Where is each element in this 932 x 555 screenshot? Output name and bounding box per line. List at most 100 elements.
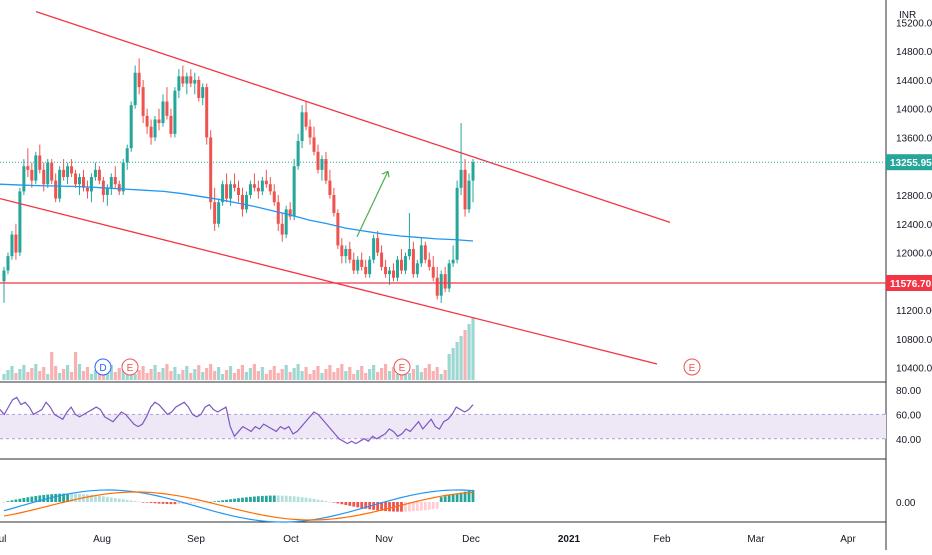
macd-histogram-bar bbox=[268, 495, 272, 502]
candle-body bbox=[292, 166, 296, 217]
candle-body bbox=[304, 112, 308, 127]
volume-bar bbox=[232, 373, 237, 380]
candle bbox=[280, 212, 284, 242]
candle bbox=[264, 169, 268, 188]
candle bbox=[42, 162, 46, 192]
candle-body bbox=[427, 259, 431, 267]
candle bbox=[193, 72, 197, 95]
macd-histogram-bar bbox=[225, 499, 228, 502]
volume-bar bbox=[161, 368, 165, 380]
candle-body bbox=[74, 173, 78, 185]
macd-histogram-bar bbox=[431, 502, 435, 510]
candle bbox=[181, 65, 185, 88]
candle bbox=[153, 115, 157, 142]
time-axis-label: Nov bbox=[375, 534, 393, 545]
macd-histogram-bar bbox=[408, 502, 411, 512]
candle-body bbox=[415, 263, 419, 275]
macd-histogram-bar bbox=[264, 495, 268, 502]
volume-bar bbox=[427, 364, 431, 380]
candle-body bbox=[157, 119, 161, 124]
candle-body bbox=[97, 169, 101, 181]
candle bbox=[113, 166, 117, 188]
macd-histogram-bar bbox=[177, 502, 181, 505]
macd-histogram-bar bbox=[356, 502, 360, 508]
volume-bar bbox=[10, 366, 14, 380]
rsi-pane bbox=[0, 396, 886, 445]
candle bbox=[201, 83, 205, 106]
candle-body bbox=[189, 76, 193, 84]
volume-bars bbox=[2, 318, 475, 380]
candles bbox=[2, 58, 475, 303]
candle bbox=[141, 79, 145, 124]
candle-body bbox=[443, 274, 447, 289]
candle-body bbox=[320, 159, 324, 170]
macd-histogram-bar bbox=[14, 499, 18, 502]
time-axis-label: Jul bbox=[0, 534, 6, 545]
price-tick-label: 15200.00 bbox=[896, 18, 932, 29]
candle-body bbox=[384, 266, 388, 275]
candle bbox=[225, 173, 229, 203]
candle-body bbox=[260, 180, 264, 192]
candle-body bbox=[169, 115, 173, 134]
candle bbox=[252, 173, 256, 192]
macd-histogram-bar bbox=[241, 497, 244, 502]
candle bbox=[459, 123, 463, 195]
macd-histogram-bar bbox=[169, 502, 173, 505]
annotation-arrow-head bbox=[381, 170, 390, 178]
candle bbox=[391, 263, 396, 282]
candle-body bbox=[121, 162, 125, 192]
volume-bar bbox=[50, 352, 54, 380]
candle bbox=[70, 159, 74, 178]
candle bbox=[403, 252, 407, 275]
candle bbox=[233, 173, 237, 192]
volume-bar bbox=[205, 368, 209, 380]
volume-bar bbox=[224, 370, 229, 380]
volume-bar bbox=[356, 370, 360, 380]
candle bbox=[260, 177, 264, 195]
rsi-tick-label: 60.00 bbox=[896, 410, 921, 421]
volume-bar bbox=[149, 369, 153, 380]
volume-bar bbox=[42, 367, 46, 380]
volume-bar bbox=[217, 367, 221, 380]
candle-body bbox=[332, 195, 336, 213]
candle-body bbox=[193, 79, 197, 84]
volume-bar bbox=[348, 367, 352, 380]
candle-body bbox=[197, 79, 201, 98]
volume-bar bbox=[368, 369, 372, 380]
macd-histogram-bar bbox=[411, 502, 415, 512]
candle-body bbox=[221, 184, 225, 203]
candle-body bbox=[50, 162, 54, 181]
candle-body bbox=[240, 195, 244, 210]
candle-body bbox=[233, 184, 237, 188]
price-tick-label: 10400.00 bbox=[896, 364, 932, 375]
macd-histogram-bar bbox=[284, 495, 288, 502]
candle bbox=[415, 259, 419, 278]
macd-histogram-bar bbox=[153, 502, 157, 504]
candle bbox=[372, 234, 376, 264]
candle-body bbox=[153, 119, 157, 138]
candle-body bbox=[467, 180, 471, 210]
upper-channel-line bbox=[35, 10, 671, 223]
candle bbox=[276, 195, 280, 231]
volume-bar bbox=[141, 366, 145, 380]
volume-bar bbox=[189, 373, 193, 380]
candle-body bbox=[431, 266, 435, 278]
candle bbox=[236, 180, 241, 203]
macd-histogram-bar bbox=[221, 500, 224, 502]
rsi-band bbox=[0, 414, 886, 439]
volume-bar bbox=[117, 368, 121, 380]
volume-bar bbox=[391, 367, 396, 380]
volume-bar bbox=[443, 370, 447, 380]
volume-bar bbox=[447, 354, 451, 380]
candle-body bbox=[10, 234, 14, 257]
volume-bar bbox=[288, 372, 292, 380]
candle bbox=[304, 101, 308, 131]
macd-histogram-bar bbox=[463, 491, 467, 502]
candle-body bbox=[380, 252, 384, 267]
macd-histogram-bar bbox=[467, 490, 471, 502]
candle-body bbox=[81, 177, 86, 188]
macd-histogram-bar bbox=[42, 494, 46, 502]
macd-histogram-bar bbox=[121, 499, 125, 502]
axes: 15200.00 14800.00 14400.00 14000.00 13600.00… bbox=[0, 18, 932, 545]
candle-body bbox=[340, 245, 344, 257]
